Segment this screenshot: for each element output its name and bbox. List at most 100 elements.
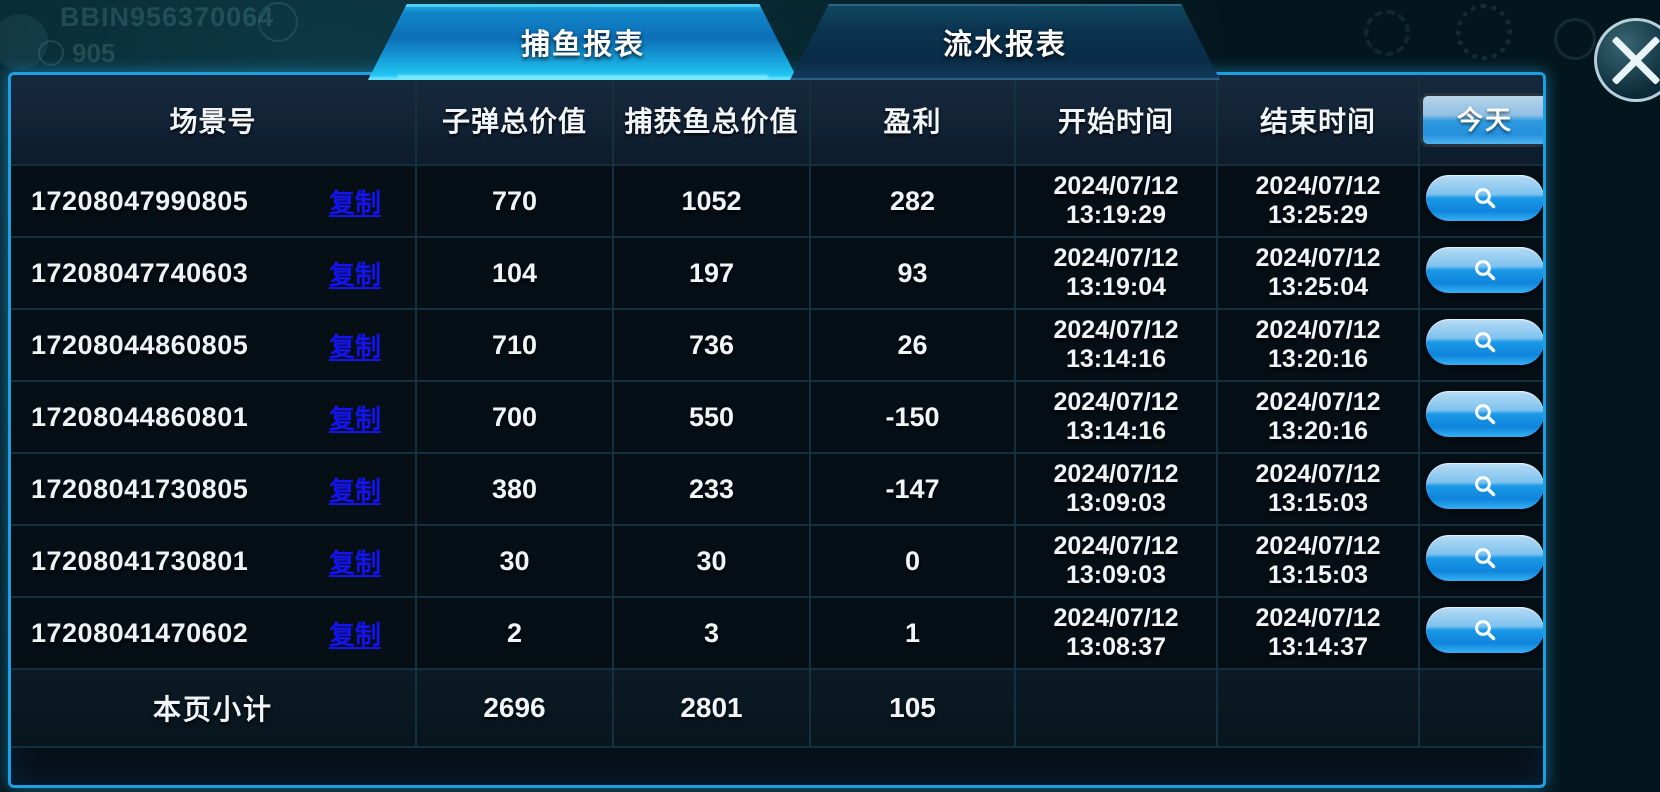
cell-end-time: 2024/07/12 13:14:37: [1217, 597, 1420, 670]
column-header-start-time: 开始时间: [1015, 75, 1218, 166]
column-header-profit: 盈利: [810, 75, 1016, 166]
magnifier-icon[interactable]: [1425, 534, 1543, 581]
magnifier-icon[interactable]: [1425, 246, 1543, 293]
cell-end-time: 2024/07/12 13:25:29: [1217, 165, 1420, 238]
cell-scene: 17208047990805 复制: [11, 165, 417, 238]
cell-action: [1419, 237, 1543, 310]
cell-end-time: 2024/07/12 13:20:16: [1217, 309, 1420, 382]
cell-bullet-total: 710: [416, 309, 614, 382]
cell-action: [1419, 309, 1543, 382]
cell-fish-total: 197: [613, 237, 811, 310]
end-time: 13:15:03: [1267, 489, 1369, 517]
end-time: 13:20:16: [1267, 345, 1369, 373]
table-header: 场景号 子弹总价值 捕获鱼总价值 盈利 开始时间 结束时间 今天: [11, 75, 1543, 166]
magnifier-icon[interactable]: [1425, 174, 1543, 221]
cell-profit: -147: [810, 453, 1016, 526]
table-row: 17208044860801 复制 700 550 -150 2024/07/12 13:1…: [11, 381, 1543, 454]
close-icon[interactable]: [1594, 18, 1660, 102]
magnifier-icon[interactable]: [1425, 606, 1543, 653]
scene-id: 17208041470602: [31, 617, 249, 648]
cell-bullet-total: 104: [416, 237, 614, 310]
end-date: 2024/07/12: [1255, 315, 1381, 344]
cell-fish-total: 736: [613, 309, 811, 382]
scene-id: 17208041730801: [31, 545, 249, 576]
table-row: 17208047990805 复制 770 1052 282 2024/07/12 13:1…: [11, 165, 1543, 238]
start-time: 13:09:03: [1065, 561, 1167, 589]
column-header-bullet-total: 子弹总价值: [416, 75, 614, 166]
table-row: 17208041730801 复制 30 30 0 2024/07/12 13:09:03 2…: [11, 525, 1543, 598]
cell-end-time: 2024/07/12 13:15:03: [1217, 525, 1420, 598]
start-date: 2024/07/12: [1053, 459, 1179, 488]
copy-button[interactable]: 复制: [328, 331, 381, 362]
magnifier-icon[interactable]: [1425, 390, 1543, 437]
fishing-report-table: 场景号 子弹总价值 捕获鱼总价值 盈利 开始时间 结束时间 今天 1720804…: [11, 75, 1543, 748]
copy-button[interactable]: 复制: [328, 475, 381, 506]
column-header-end-time: 结束时间: [1217, 75, 1420, 166]
column-header-scene: 场景号: [11, 75, 417, 166]
cell-start-time: 2024/07/12 13:19:04: [1015, 237, 1218, 310]
subtotal-profit: 105: [810, 669, 1016, 748]
scene-id: 17208041730805: [31, 473, 249, 504]
end-time: 13:15:03: [1267, 561, 1369, 589]
tab-transaction-report[interactable]: 流水报表: [790, 4, 1220, 80]
cell-profit: 282: [810, 165, 1016, 238]
end-time: 13:25:29: [1267, 201, 1369, 229]
cell-fish-total: 3: [613, 597, 811, 670]
scene-id: 17208044860801: [31, 401, 249, 432]
end-date: 2024/07/12: [1255, 243, 1381, 272]
cell-action: [1419, 525, 1543, 598]
today-filter-button[interactable]: 今天: [1420, 92, 1543, 147]
copy-button[interactable]: 复制: [328, 619, 381, 650]
tab-transaction-report-label: 流水报表: [942, 29, 1067, 61]
copy-button[interactable]: 复制: [328, 403, 381, 434]
subtotal-end-spacer: [1217, 669, 1420, 748]
subtotal-row: 本页小计 2696 2801 105: [11, 669, 1543, 748]
subtotal-bullet-total: 2696: [416, 669, 614, 748]
magnifier-icon[interactable]: [1425, 318, 1543, 365]
end-date: 2024/07/12: [1255, 459, 1381, 488]
table-row: 17208044860805 复制 710 736 26 2024/07/12 13:14:…: [11, 309, 1543, 382]
copy-button[interactable]: 复制: [328, 187, 381, 218]
end-date: 2024/07/12: [1255, 171, 1381, 200]
cell-profit: 26: [810, 309, 1016, 382]
cell-bullet-total: 2: [416, 597, 614, 670]
tab-fishing-report[interactable]: 捕鱼报表: [368, 4, 798, 80]
end-time: 13:25:04: [1267, 273, 1369, 301]
cell-profit: -150: [810, 381, 1016, 454]
column-header-fish-total: 捕获鱼总价值: [613, 75, 811, 166]
start-time: 13:09:03: [1065, 489, 1167, 517]
cell-scene: 17208044860805 复制: [11, 309, 417, 382]
start-date: 2024/07/12: [1053, 603, 1179, 632]
cell-start-time: 2024/07/12 13:14:16: [1015, 309, 1218, 382]
table-row: 17208041470602 复制 2 3 1 2024/07/12 13:08:37 202…: [11, 597, 1543, 670]
copy-button[interactable]: 复制: [328, 547, 381, 578]
copy-button[interactable]: 复制: [328, 259, 381, 290]
cell-action: [1419, 165, 1543, 238]
cell-start-time: 2024/07/12 13:19:29: [1015, 165, 1218, 238]
scene-id: 17208047990805: [31, 185, 249, 216]
cell-action: [1419, 597, 1543, 670]
magnifier-icon[interactable]: [1425, 462, 1543, 509]
report-panel: 场景号 子弹总价值 捕获鱼总价值 盈利 开始时间 结束时间 今天 1720804…: [8, 72, 1546, 788]
end-time: 13:14:37: [1267, 633, 1369, 661]
cell-bullet-total: 30: [416, 525, 614, 598]
subtotal-fish-total: 2801: [613, 669, 811, 748]
cell-start-time: 2024/07/12 13:14:16: [1015, 381, 1218, 454]
cell-scene: 17208041730805 复制: [11, 453, 417, 526]
cell-start-time: 2024/07/12 13:08:37: [1015, 597, 1218, 670]
cell-profit: 0: [810, 525, 1016, 598]
table-row: 17208041730805 复制 380 233 -147 2024/07/12 13:0…: [11, 453, 1543, 526]
cell-bullet-total: 700: [416, 381, 614, 454]
tab-fishing-report-label: 捕鱼报表: [520, 29, 645, 61]
cell-scene: 17208044860801 复制: [11, 381, 417, 454]
table-body: 17208047990805 复制 770 1052 282 2024/07/12 13:1…: [11, 165, 1543, 670]
start-date: 2024/07/12: [1053, 315, 1179, 344]
tab-bar: 捕鱼报表 流水报表: [0, 0, 1660, 80]
start-time: 13:14:16: [1065, 345, 1167, 373]
cell-profit: 1: [810, 597, 1016, 670]
cell-start-time: 2024/07/12 13:09:03: [1015, 525, 1218, 598]
cell-bullet-total: 380: [416, 453, 614, 526]
cell-fish-total: 550: [613, 381, 811, 454]
cell-fish-total: 1052: [613, 165, 811, 238]
start-time: 13:19:04: [1065, 273, 1167, 301]
